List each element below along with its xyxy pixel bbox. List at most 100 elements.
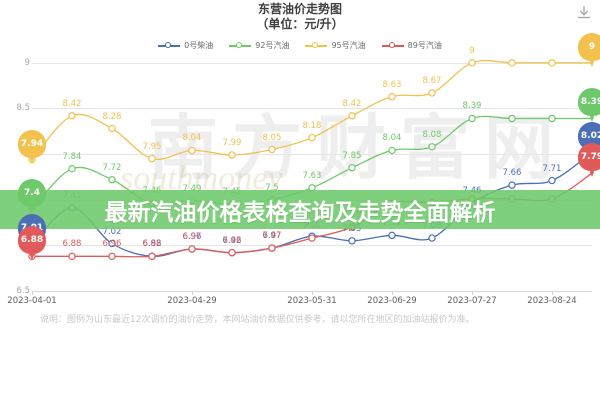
data-point-label: 6.92 [142,239,162,250]
data-point-label: 8.05 [262,132,282,143]
series-end-marker[interactable]: 8.39 [578,88,600,123]
x-axis-tick [312,291,313,295]
gridline [32,108,592,110]
x-axis-tick-label: 2023-05-31 [287,296,337,306]
x-axis-tick-label: 2023-06-29 [367,296,417,306]
data-point[interactable] [268,145,276,154]
data-point[interactable] [268,244,276,252]
data-point-label: 8.28 [102,111,122,122]
data-point[interactable] [508,181,516,189]
start-marker-value: 7.4 [24,187,40,198]
end-marker-bulb: 7.79 [578,143,600,172]
x-axis-tick [32,291,33,295]
data-point-label: 8.42 [342,98,362,109]
data-point-label: 7.46 [222,235,242,246]
data-point[interactable] [228,151,236,159]
data-point-label: 8.18 [302,120,322,131]
data-point[interactable] [148,154,156,163]
end-marker-tail [590,168,594,178]
x-axis-tick [552,291,553,295]
data-point[interactable] [348,237,356,245]
page-title: 东营油价走势图 [257,2,342,16]
end-marker-bulb: 9 [578,32,600,61]
data-point[interactable] [108,175,116,184]
data-point-label: 6.97 [262,231,282,242]
data-point-label: 8.67 [422,75,442,86]
legend-item-2[interactable]: 95号汽油 [305,40,366,51]
data-point-label: 7.49 [182,183,202,194]
data-point-label: 6.96 [182,232,202,242]
gridline [32,62,592,64]
data-point[interactable] [68,112,76,120]
data-point[interactable] [108,124,116,133]
data-point[interactable] [68,252,76,261]
data-point[interactable] [508,59,516,67]
chart-legend: 0号柴油 92号汽油 95号汽油 89号汽油 [0,40,600,51]
start-marker-value: 6.88 [20,235,44,246]
download-icon[interactable] [576,5,592,21]
data-point[interactable] [308,234,316,242]
data-point-label: 7.02 [102,226,122,237]
series-end-marker[interactable]: 7.79 [578,143,600,178]
legend-item-3[interactable]: 89号汽油 [381,40,442,51]
y-axis-tick-label: 8.5 [16,103,30,114]
page-subtitle: （单位：元/升） [256,17,344,31]
series-end-marker[interactable]: 9 [578,32,600,67]
data-point[interactable] [548,114,556,123]
data-point[interactable] [228,248,236,257]
data-point[interactable] [468,114,476,123]
data-point[interactable] [548,176,556,185]
legend-marker-icon [305,41,328,50]
data-point-label: 7.66 [502,168,522,179]
data-point[interactable] [388,146,396,155]
legend-label: 92号汽油 [255,41,290,50]
data-point[interactable] [108,252,116,261]
data-point[interactable] [388,92,396,101]
data-point[interactable] [468,59,476,67]
legend-label: 0号柴油 [184,41,214,50]
end-marker-value: 7.79 [580,152,600,163]
end-marker-value: 9 [588,41,596,52]
overlay-banner: 最新汽油价格表格查询及走势全面解析 [0,190,600,229]
data-point[interactable] [388,231,396,240]
data-point[interactable] [68,164,76,173]
data-point[interactable] [428,143,436,151]
x-axis-tick [472,291,473,295]
legend-label: 89号汽油 [407,41,442,50]
start-marker-bulb: 6.88 [18,226,46,255]
data-point-label: 7.84 [62,151,82,162]
data-point[interactable] [188,146,196,155]
y-axis-tick-label: 9 [24,57,30,68]
series-start-marker[interactable]: 7.94 [18,129,46,164]
data-point[interactable] [428,89,436,97]
data-point-label: 7.99 [222,138,242,148]
y-axis-tick-label: 6.5 [16,286,30,296]
data-point-label: 7.63 [302,170,322,181]
data-point[interactable] [148,252,156,261]
data-point[interactable] [508,114,516,123]
data-point[interactable] [348,164,356,172]
legend-item-1[interactable]: 92号汽油 [229,40,289,51]
overlay-banner-text: 最新汽油价格表格查询及走势全面解析 [104,199,496,226]
end-marker-tail [590,113,594,123]
data-point[interactable] [428,234,436,242]
x-axis-tick-label: 2023-07-27 [447,296,497,306]
data-point[interactable] [188,245,196,253]
end-marker-bulb: 8.39 [578,88,600,117]
series-start-marker[interactable]: 7.4 [18,178,46,213]
legend-item-0[interactable]: 0号柴油 [158,40,213,51]
x-axis-tick [192,291,193,295]
data-point-label: 6.96 [102,239,122,250]
data-point[interactable] [308,133,316,142]
data-point-label: 7.5 [265,182,279,193]
data-point[interactable] [348,112,356,120]
start-marker-tail [30,203,34,213]
legend-marker-icon [158,41,181,50]
data-point[interactable] [548,59,556,67]
series-start-marker[interactable]: 6.88 [18,226,46,261]
data-point[interactable] [108,239,116,248]
data-point-label: 8.42 [62,98,82,109]
start-marker-tail [30,154,34,164]
data-point-label: 8.08 [422,129,442,140]
